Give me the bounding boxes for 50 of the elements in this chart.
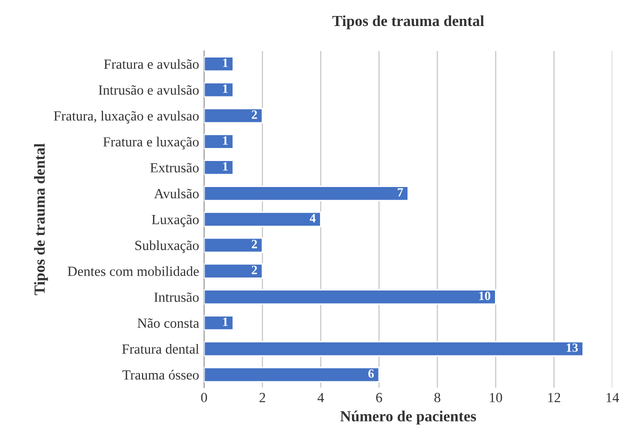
bar — [204, 160, 234, 176]
bar — [204, 289, 496, 305]
data-label: 7 — [398, 188, 403, 196]
y-axis-title: Tipos de trauma dental — [34, 143, 48, 296]
x-tick-label: 6 — [376, 392, 382, 402]
y-tick-label: Intrusão — [154, 292, 199, 302]
data-label: 1 — [223, 162, 228, 170]
y-tick-label: Fratura, luxação e avulsao — [54, 110, 199, 124]
y-tick-label: Subluxação — [135, 240, 199, 253]
bar — [204, 134, 234, 150]
y-tick-label: Intrusão e avulsão — [98, 84, 199, 95]
bar — [204, 186, 409, 202]
bar — [204, 366, 380, 382]
chart-title: Tipos de trauma dental — [332, 15, 484, 30]
bar — [204, 82, 234, 98]
y-tick-label: Extrusão — [150, 162, 199, 172]
bar — [204, 211, 322, 228]
y-tick-label: Fratura e avulsão — [104, 59, 199, 69]
data-label: 1 — [223, 318, 228, 326]
y-tick-label: Trauma ósseo — [122, 370, 199, 380]
bar — [204, 340, 584, 357]
data-label: 2 — [252, 110, 257, 119]
x-tick-label: 4 — [318, 392, 324, 402]
y-tick-label: Fratura dental — [122, 344, 199, 354]
bar — [204, 237, 264, 253]
y-tick-label: Avulsão — [154, 188, 199, 198]
data-label: 10 — [479, 292, 490, 300]
data-label: 1 — [223, 84, 228, 93]
y-tick-label: Fratura e luxação — [103, 136, 199, 150]
data-label: 1 — [223, 58, 228, 67]
x-tick-label: 10 — [490, 392, 502, 402]
x-tick-label: 14 — [606, 392, 620, 402]
x-tick-label: 0 — [201, 392, 208, 402]
bar — [204, 315, 234, 331]
data-label: 4 — [310, 214, 316, 222]
bar — [204, 263, 264, 279]
y-tick-label: Não consta — [138, 318, 200, 328]
y-tick-label: Dentes com mobilidade — [68, 266, 199, 276]
x-tick-label: 12 — [548, 392, 560, 402]
data-label: 2 — [252, 266, 257, 274]
data-label: 6 — [368, 369, 374, 378]
x-axis-title: Número de pacientes — [340, 410, 476, 425]
y-tick-label: Luxação — [152, 214, 199, 228]
data-label: 2 — [252, 240, 257, 248]
data-label: 13 — [566, 344, 578, 352]
bar — [204, 56, 234, 72]
x-tick-label: 2 — [260, 392, 266, 402]
data-label: 1 — [223, 136, 228, 145]
x-tick-label: 8 — [434, 392, 440, 402]
bar — [204, 108, 264, 124]
